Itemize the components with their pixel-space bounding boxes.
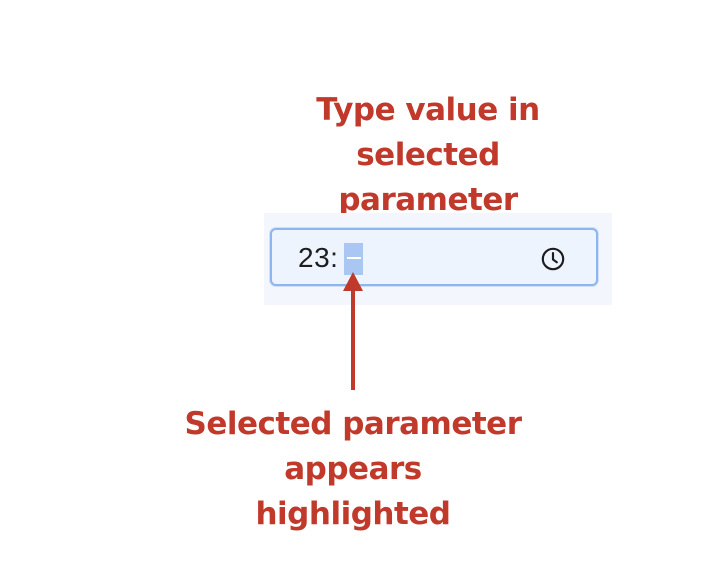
bottom-annotation-line-2: highlighted: [255, 496, 451, 532]
hour-value[interactable]: 23:: [298, 242, 339, 273]
top-annotation: Type value in selected parameter: [240, 88, 616, 223]
bottom-annotation: Selected parameter appears highlighted: [112, 402, 594, 537]
top-annotation-line-1: Type value in selected: [316, 92, 540, 173]
clock-icon[interactable]: [540, 246, 566, 272]
selected-minute-segment[interactable]: [344, 243, 363, 275]
time-input[interactable]: 23:: [270, 228, 598, 286]
top-annotation-line-2: parameter: [338, 182, 518, 218]
minute-placeholder-dash: [347, 257, 361, 259]
pointer-arrow: [343, 272, 363, 390]
bottom-annotation-line-1: Selected parameter appears: [184, 406, 522, 487]
